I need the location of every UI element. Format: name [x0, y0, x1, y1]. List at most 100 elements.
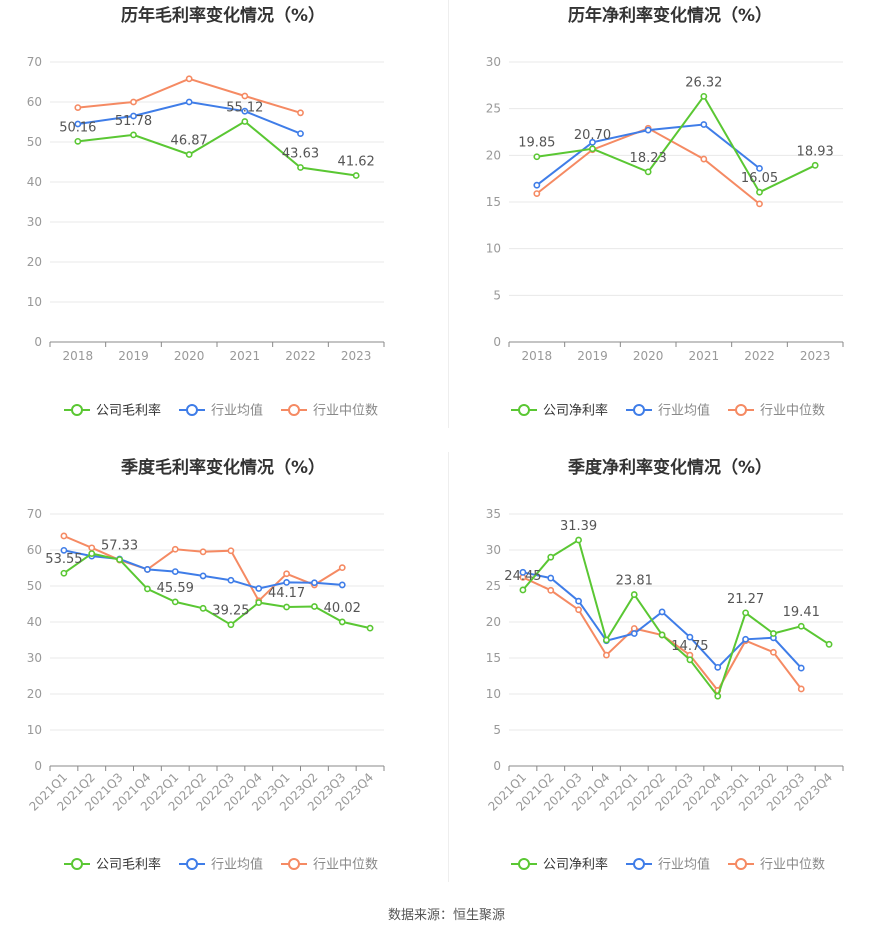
data-point-industry_avg	[60, 546, 68, 554]
legend-swatch-marker	[518, 858, 530, 870]
data-label: 41.62	[338, 155, 375, 170]
y-tick-label: 40	[27, 615, 42, 629]
legend-label: 公司毛利率	[96, 857, 161, 873]
y-tick-label: 0	[493, 759, 501, 773]
data-label: 19.41	[783, 605, 820, 620]
data-point-industry_avg	[797, 664, 805, 672]
data-point-company	[199, 604, 207, 612]
y-tick-label: 5	[493, 288, 501, 302]
panel-divider-bottom	[448, 452, 449, 882]
data-point-industry_median	[575, 606, 582, 614]
data-point-industry_avg	[74, 120, 82, 128]
legend-swatch-marker	[71, 404, 83, 416]
chart-annual-gross-margin-svg: 历年毛利率变化情况（%） 0 10 20 30 40 50 60 70 2018 2019 2020 2…	[27, 5, 385, 419]
x-tick-label: 2018	[522, 349, 553, 363]
y-tick-label: 10	[486, 242, 501, 256]
data-point-industry_avg	[575, 597, 582, 605]
data-point-company	[74, 137, 82, 145]
data-label: 57.33	[101, 539, 138, 554]
data-point-industry_avg	[630, 630, 638, 637]
series-line-company	[536, 94, 816, 194]
data-point-company	[241, 118, 249, 125]
data-point-industry_median	[283, 570, 290, 578]
y-tick-label: 10	[486, 687, 501, 701]
legend-item: 行业中位数	[281, 404, 378, 419]
series-line-company	[63, 552, 371, 630]
data-point-industry_avg	[185, 98, 193, 106]
legend-swatch-marker	[186, 404, 198, 416]
data-point-industry_median	[241, 92, 249, 100]
data-point-industry_avg	[742, 635, 749, 643]
data-point-company	[797, 622, 805, 630]
legend-label: 行业中位数	[760, 858, 825, 873]
y-tick-label: 15	[486, 195, 501, 209]
data-point-company	[644, 168, 652, 176]
data-point-company	[770, 630, 777, 637]
data-point-industry_avg	[199, 572, 207, 580]
data-point-industry_median	[199, 548, 207, 556]
data-point-industry_median	[797, 685, 805, 693]
chart-annual-net-margin-svg: 历年净利率变化情况（%） 0 5 10 15 20 25 30 2018 2019 2020 2021…	[486, 5, 844, 419]
legend-swatch-marker	[735, 404, 747, 416]
panel-divider-top	[448, 0, 449, 428]
y-tick-label: 0	[34, 335, 42, 349]
data-point-industry_median	[60, 532, 68, 540]
legend-item: 行业均值	[179, 403, 263, 419]
y-tick-label: 0	[34, 759, 42, 773]
y-tick-label: 10	[27, 723, 42, 737]
data-point-company	[742, 609, 749, 617]
y-tick-label: 25	[486, 102, 501, 116]
data-point-industry_median	[88, 544, 96, 552]
y-tick-label: 25	[486, 579, 501, 593]
data-point-industry_median	[770, 648, 777, 656]
data-point-industry_avg	[255, 585, 263, 592]
data-point-industry_median	[74, 104, 82, 111]
data-point-company	[297, 164, 304, 171]
data-point-company	[171, 598, 179, 606]
data-label: 46.87	[171, 134, 208, 149]
legend-label: 行业中位数	[760, 404, 825, 419]
data-point-industry_median	[297, 109, 304, 117]
series-line-company	[522, 538, 830, 699]
data-point-industry_avg	[644, 126, 652, 134]
data-label: 24.45	[504, 569, 541, 584]
legend-item: 行业均值	[626, 403, 710, 419]
y-tick-label: 20	[486, 148, 501, 162]
y-tick-label: 30	[486, 55, 501, 69]
data-point-company	[519, 586, 527, 594]
data-point-industry_avg	[227, 576, 235, 584]
data-label: 26.32	[685, 75, 722, 90]
data-label: 31.39	[560, 519, 597, 534]
data-point-industry_avg	[589, 138, 596, 146]
y-tick-label: 15	[486, 651, 501, 665]
x-tick-label: 2018	[63, 349, 94, 363]
data-point-company	[533, 153, 541, 161]
y-tick-label: 20	[27, 687, 42, 701]
data-point-industry_median	[227, 547, 235, 555]
data-point-company	[338, 618, 346, 626]
y-tick-label: 30	[27, 651, 42, 665]
legend-swatch-marker	[633, 404, 645, 416]
data-label: 40.02	[324, 601, 361, 616]
legend-label: 公司净利率	[543, 403, 608, 419]
data-point-company	[603, 636, 610, 644]
data-point-industry_median	[756, 200, 763, 208]
legend-item: 公司净利率	[511, 857, 608, 873]
data-point-industry_avg	[338, 581, 346, 589]
data-point-company	[311, 603, 318, 610]
legend-swatch-marker	[735, 858, 747, 870]
data-point-company	[686, 656, 694, 664]
data-label: 45.59	[157, 581, 194, 596]
x-tick-label: 2019	[118, 349, 149, 363]
data-point-company	[825, 640, 833, 648]
data-point-industry_avg	[297, 130, 304, 137]
chart-quarterly-gross-margin-svg: 季度毛利率变化情况（%）0102030405060702021Q12021Q22…	[26, 457, 385, 873]
chart-title: 季度净利率变化情况（%）	[568, 457, 772, 478]
data-point-company	[144, 585, 151, 593]
data-point-company	[88, 550, 96, 557]
legend-item: 行业均值	[626, 857, 710, 873]
y-tick-label: 30	[27, 215, 42, 229]
y-tick-label: 20	[486, 615, 501, 629]
data-point-company	[60, 569, 68, 577]
x-tick-label: 2020	[633, 349, 664, 363]
